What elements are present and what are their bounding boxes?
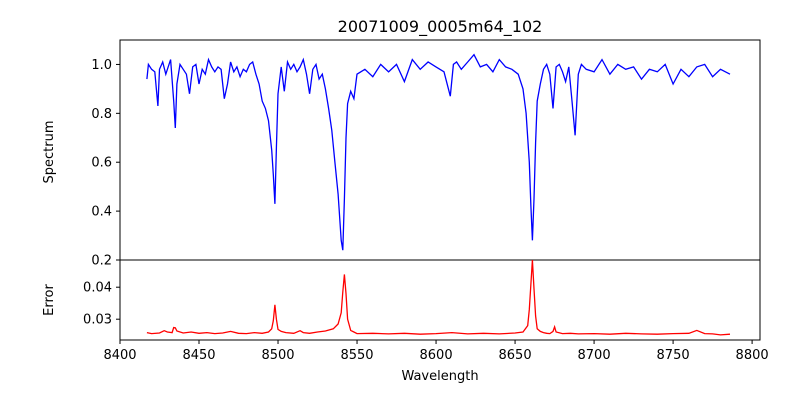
x-tick-label: 8750 <box>657 348 690 363</box>
error-y-axis-label: Error <box>42 284 57 316</box>
spectrum-panel: 0.2 0.4 0.6 0.8 1.0 Spectrum <box>42 39 761 269</box>
spectrum-y-tick-label: 0.2 <box>91 254 112 269</box>
spectrum-y-axis-label: Spectrum <box>42 121 57 184</box>
spectrum-y-tick-label: 0.6 <box>91 156 112 171</box>
x-tick-label: 8500 <box>261 348 294 363</box>
spectrum-y-tick-label: 0.4 <box>91 205 112 220</box>
spectrum-y-ticks: 0.2 0.4 0.6 0.8 1.0 <box>91 58 120 269</box>
spectrum-y-tick-label: 1.0 <box>91 58 112 73</box>
x-tick-label: 8550 <box>340 348 373 363</box>
error-panel: 0.03 0.04 8400 8450 8500 8550 8600 8650 8700 875… <box>42 259 769 384</box>
x-tick-label: 8450 <box>182 348 215 363</box>
x-tick-label: 8400 <box>103 348 136 363</box>
spectrum-series-line <box>146 53 731 251</box>
error-y-tick-label: 0.03 <box>83 313 112 328</box>
error-y-ticks: 0.03 0.04 <box>83 281 120 328</box>
error-x-ticks: 8400 8450 8500 8550 8600 8650 8700 8750 8800 <box>103 340 769 363</box>
x-tick-label: 8800 <box>736 348 769 363</box>
error-axes-frame <box>119 259 761 341</box>
x-tick-label: 8600 <box>420 348 453 363</box>
x-axis-label: Wavelength <box>401 369 478 384</box>
x-tick-label: 8700 <box>578 348 611 363</box>
x-tick-label: 8650 <box>499 348 532 363</box>
chart-title: 20071009_0005m64_102 <box>338 17 543 37</box>
spectrum-y-tick-label: 0.8 <box>91 107 112 122</box>
error-series-line <box>146 259 731 336</box>
spectrum-axes-frame <box>119 39 761 261</box>
error-y-tick-label: 0.04 <box>83 281 112 296</box>
